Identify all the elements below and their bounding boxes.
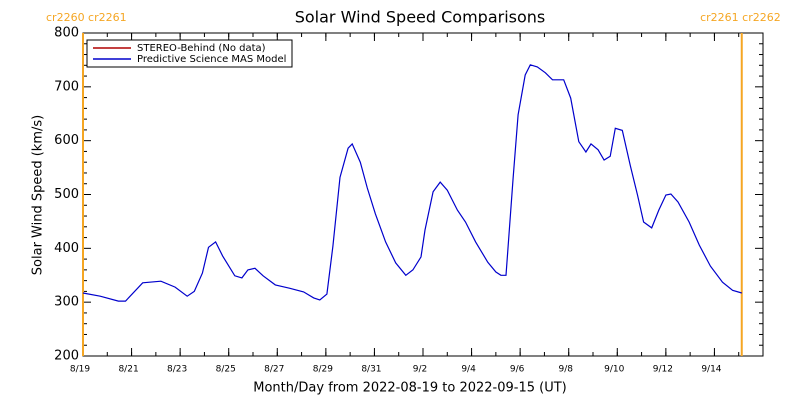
- y-tick-label: 400: [54, 241, 79, 256]
- x-tick-label: 8/19: [70, 365, 90, 375]
- x-tick-label: 8/25: [216, 365, 236, 375]
- y-tick-label: 600: [54, 133, 79, 148]
- legend-label: STEREO-Behind (No data): [137, 43, 266, 54]
- y-tick-label: 200: [54, 349, 79, 364]
- rotation-label: cr2261 cr2262: [700, 11, 781, 24]
- legend-label: Predictive Science MAS Model: [137, 54, 286, 65]
- y-tick-label: 800: [54, 26, 79, 41]
- x-tick-label: 9/10: [604, 365, 624, 375]
- y-axis-title: Solar Wind Speed (km/s): [31, 115, 46, 275]
- y-tick-label: 500: [54, 187, 79, 202]
- rotation-label: cr2260 cr2261: [46, 11, 127, 24]
- x-tick-label: 8/21: [118, 365, 138, 375]
- x-tick-label: 9/4: [461, 365, 476, 375]
- legend-box: [86, 39, 293, 68]
- x-tick-label: 9/12: [653, 365, 673, 375]
- chart-title: Solar Wind Speed Comparisons: [295, 8, 546, 27]
- y-tick-label: 300: [54, 295, 79, 310]
- x-tick-label: 9/6: [510, 365, 525, 375]
- data-line: [82, 64, 742, 302]
- x-tick-label: 9/2: [413, 365, 427, 375]
- x-tick-label: 8/27: [264, 365, 284, 375]
- y-tick-label: 700: [54, 79, 79, 94]
- x-tick-label: 9/8: [558, 365, 573, 375]
- x-tick-label: 8/31: [361, 365, 381, 375]
- x-tick-label: 9/14: [701, 365, 721, 375]
- x-tick-label: 8/23: [167, 365, 187, 375]
- x-axis-title: Month/Day from 2022-08-19 to 2022-09-15 …: [253, 381, 566, 396]
- x-tick-label: 8/29: [313, 365, 333, 375]
